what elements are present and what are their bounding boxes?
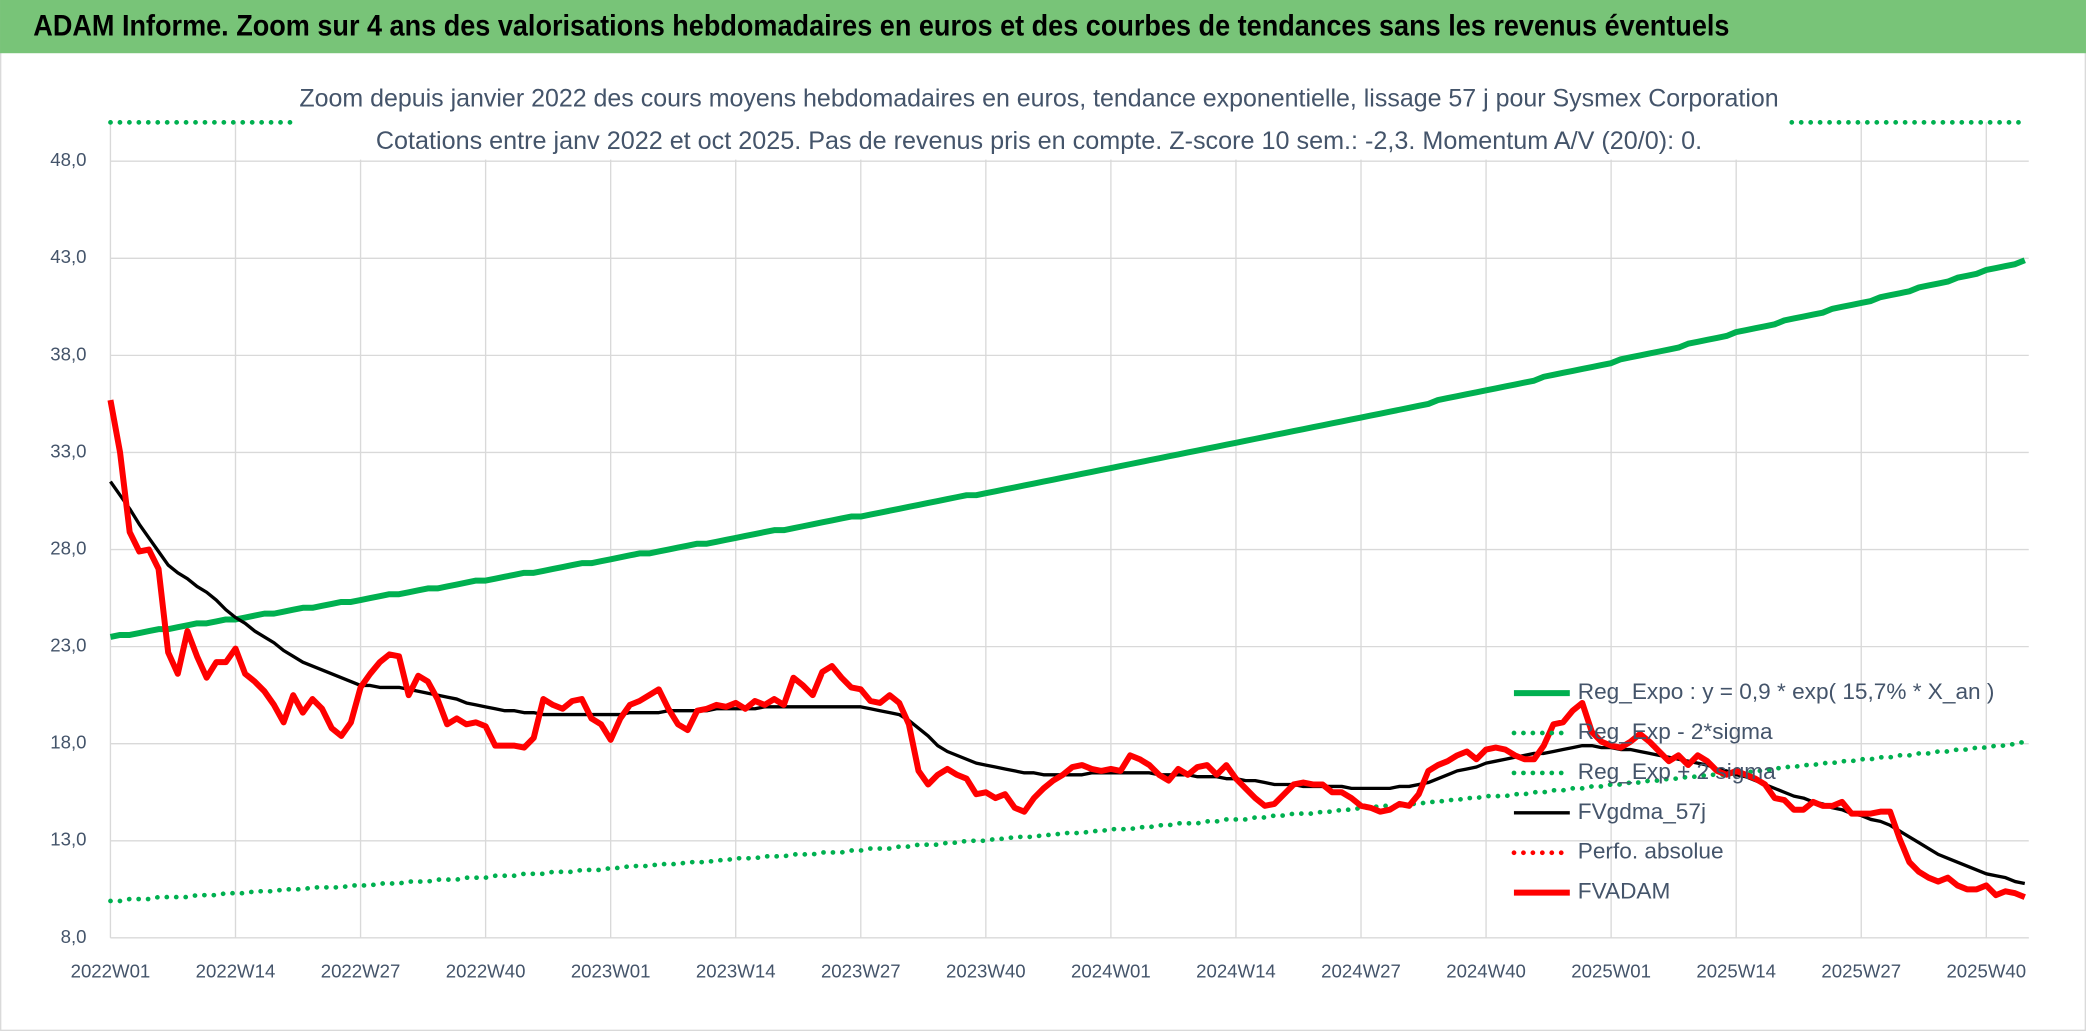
x-tick-label: 2024W01 bbox=[1071, 960, 1151, 981]
y-tick-label: 43,0 bbox=[50, 246, 86, 267]
y-tick-label: 38,0 bbox=[50, 343, 86, 364]
series-line bbox=[109, 480, 2026, 886]
x-tick-label: 2022W01 bbox=[71, 960, 151, 981]
series-line bbox=[108, 739, 2028, 904]
y-tick-label: 23,0 bbox=[50, 635, 86, 656]
x-tick-label: 2024W40 bbox=[1446, 960, 1526, 981]
x-tick-label: 2025W01 bbox=[1571, 960, 1651, 981]
y-tick-label: 8,0 bbox=[61, 926, 87, 947]
y-tick-label: 28,0 bbox=[50, 537, 86, 558]
plot-area: 8,0 13,0 18,0 23,0 28,0 33,0 38,0 43,0 48,0 2022W… bbox=[50, 120, 2029, 981]
x-tick-label: 2023W40 bbox=[946, 960, 1026, 981]
title-box bbox=[292, 74, 1790, 160]
y-tick-label: 48,0 bbox=[50, 149, 86, 170]
chart-subtitle: Cotations entre janv 2022 et oct 2025. P… bbox=[376, 127, 1702, 155]
x-tick-label: 2023W01 bbox=[571, 960, 651, 981]
header-title: ADAM Informe. Zoom sur 4 ans des valoris… bbox=[33, 11, 1729, 43]
x-tick-label: 2024W27 bbox=[1321, 960, 1401, 981]
x-tick-label: 2023W14 bbox=[696, 960, 776, 981]
y-tick-label: 13,0 bbox=[50, 829, 86, 850]
chart-title: Zoom depuis janvier 2022 des cours moyen… bbox=[299, 84, 1778, 112]
legend-label: Reg_Exp + 2 sigma bbox=[1578, 759, 1776, 784]
legend-label: FVADAM bbox=[1578, 879, 1671, 904]
x-tick-label: 2022W27 bbox=[321, 960, 401, 981]
x-tick-label: 2024W14 bbox=[1196, 960, 1276, 981]
x-tick-label: 2025W40 bbox=[1946, 960, 2026, 981]
legend: Reg_Expo : y = 0,9 * exp( 15,7% * X_an )… bbox=[1511, 679, 1995, 904]
series-line bbox=[109, 257, 2026, 640]
legend-label: Reg_Exp - 2*sigma bbox=[1578, 719, 1773, 744]
y-tick-label: 18,0 bbox=[50, 732, 86, 753]
legend-label: Perfo. absolue bbox=[1578, 839, 1724, 864]
legend-label: FVgdma_57j bbox=[1578, 799, 1706, 824]
x-tick-label: 2023W27 bbox=[821, 960, 901, 981]
x-tick-label: 2025W27 bbox=[1821, 960, 1901, 981]
x-tick-label: 2022W14 bbox=[196, 960, 276, 981]
series-line bbox=[107, 399, 2026, 900]
y-tick-label: 33,0 bbox=[50, 440, 86, 461]
header-bar bbox=[0, 0, 2086, 54]
x-tick-label: 2022W40 bbox=[446, 960, 526, 981]
x-tick-label: 2025W14 bbox=[1696, 960, 1776, 981]
legend-label: Reg_Expo : y = 0,9 * exp( 15,7% * X_an ) bbox=[1578, 679, 1995, 704]
